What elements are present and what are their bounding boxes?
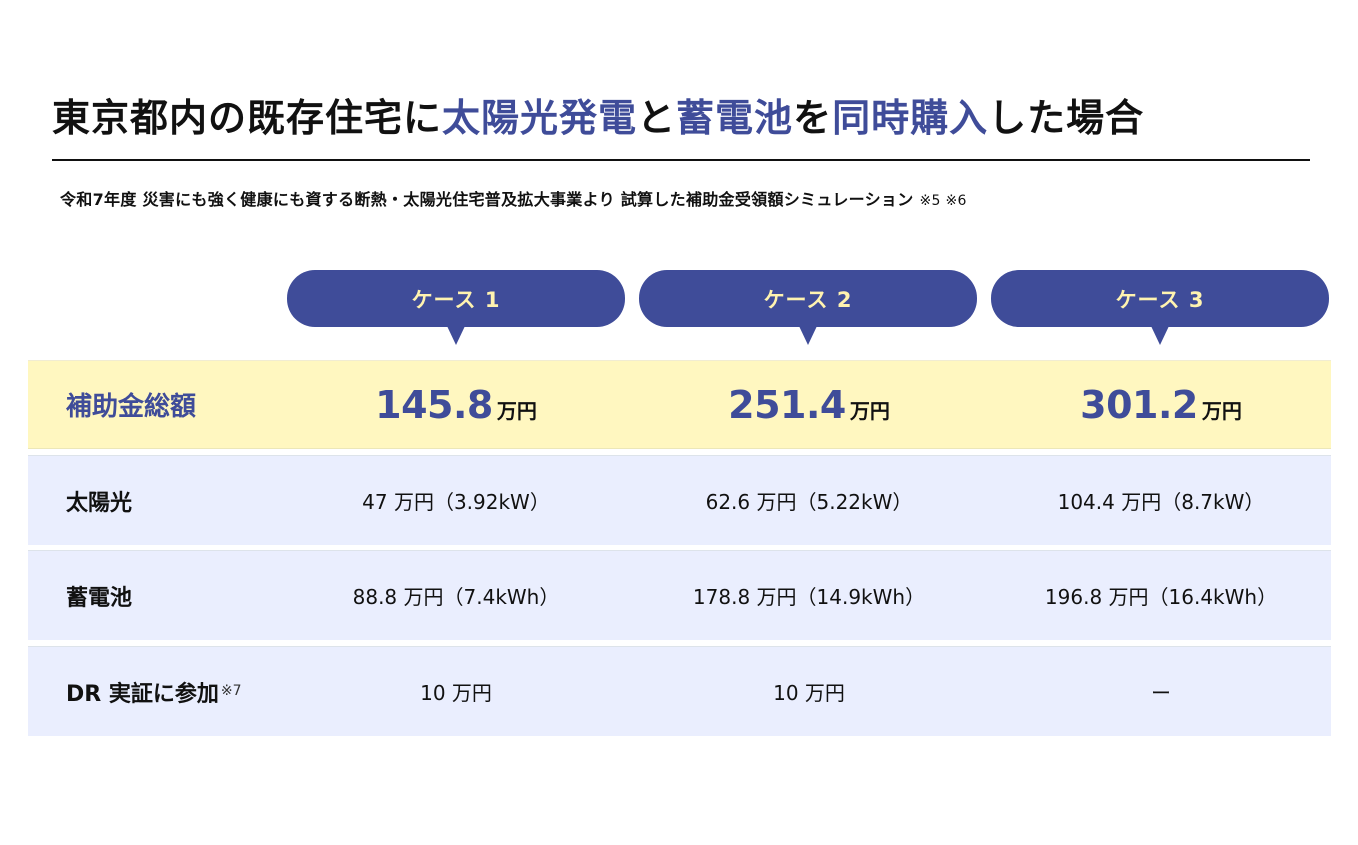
- row-label: DR 実証に参加 ※7: [66, 676, 242, 708]
- total-unit: 万円: [496, 398, 537, 423]
- row-label: 太陽光: [66, 490, 133, 516]
- title-part: した場合: [988, 96, 1145, 140]
- title-part: を: [793, 96, 833, 140]
- total-value: 145.8: [375, 382, 493, 427]
- row-label-text: DR 実証に参加: [66, 681, 219, 707]
- page-title: 東京都内の既存住宅に太陽光発電と蓄電池を同時購入した場合: [52, 88, 1310, 148]
- total-value: 251.4: [728, 382, 846, 427]
- subtitle-text: 令和7年度 災害にも強く健康にも資する断熱・太陽光住宅普及拡大事業より 試算した…: [60, 190, 914, 209]
- case-3-label: ケース 3: [1115, 287, 1205, 312]
- table-cell: 88.8 万円（7.4kWh）: [352, 585, 560, 609]
- case-2-tab: ケース 2: [639, 270, 977, 345]
- case-1-tab: ケース 1: [287, 270, 625, 345]
- case-2-label: ケース 2: [763, 287, 853, 312]
- table-row-battery: 蓄電池 88.8 万円（7.4kWh） 178.8 万円（14.9kWh） 19…: [28, 550, 1331, 640]
- total-case-1: 145.8 万円: [286, 383, 626, 427]
- total-unit: 万円: [1201, 398, 1242, 423]
- table-row-solar: 太陽光 47 万円（3.92kW） 62.6 万円（5.22kW） 104.4 …: [28, 455, 1331, 545]
- subtitle-footnote: ※5 ※6: [919, 193, 967, 209]
- total-unit: 万円: [849, 398, 890, 423]
- subtitle: 令和7年度 災害にも強く健康にも資する断熱・太陽光住宅普及拡大事業より 試算した…: [60, 186, 967, 210]
- table-cell: 196.8 万円（16.4kWh）: [1044, 585, 1278, 609]
- total-case-2: 251.4 万円: [639, 383, 979, 427]
- table-cell: 10 万円: [420, 681, 492, 705]
- table-cell: 10 万円: [773, 681, 845, 705]
- pointer-arrow-icon: [1151, 326, 1169, 345]
- case-3-tab: ケース 3: [991, 270, 1329, 345]
- title-highlight-solar: 太陽光発電: [442, 96, 638, 140]
- title-part: 東京都内の既存住宅に: [52, 96, 443, 140]
- title-highlight-purchase: 同時購入: [832, 96, 989, 140]
- pointer-arrow-icon: [799, 326, 817, 345]
- table-cell: 47 万円（3.92kW）: [362, 490, 550, 514]
- row-footnote: ※7: [220, 682, 242, 699]
- pointer-arrow-icon: [447, 326, 465, 345]
- total-subsidy-row: 補助金総額 145.8 万円 251.4 万円 301.2 万円: [28, 360, 1331, 449]
- row-label: 蓄電池: [66, 585, 133, 611]
- table-cell: ー: [1151, 681, 1171, 705]
- total-subsidy-label: 補助金総額: [66, 392, 197, 422]
- title-divider: [52, 159, 1310, 161]
- total-case-3: 301.2 万円: [991, 383, 1331, 427]
- table-cell: 104.4 万円（8.7kW）: [1057, 490, 1265, 514]
- table-row-dr: DR 実証に参加 ※7 10 万円 10 万円 ー: [28, 646, 1331, 736]
- title-highlight-battery: 蓄電池: [676, 96, 794, 140]
- total-value: 301.2: [1080, 382, 1198, 427]
- case-1-label: ケース 1: [411, 287, 501, 312]
- table-cell: 62.6 万円（5.22kW）: [705, 490, 913, 514]
- table-cell: 178.8 万円（14.9kWh）: [692, 585, 926, 609]
- title-part: と: [637, 96, 677, 140]
